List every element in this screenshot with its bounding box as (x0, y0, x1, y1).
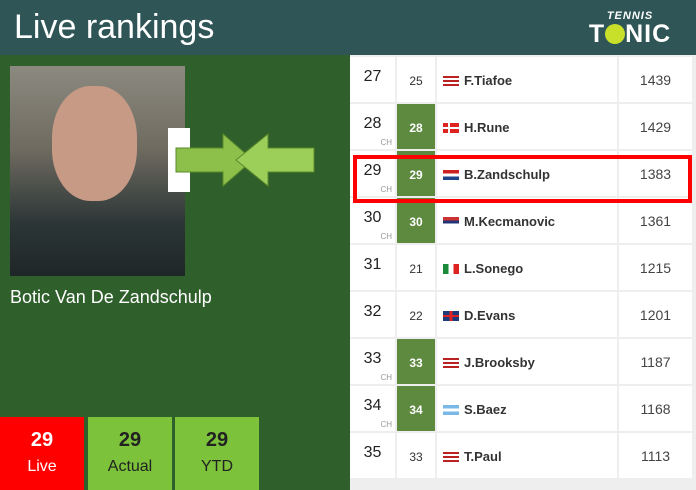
points-cell: 1215 (619, 245, 692, 290)
previous-rank-cell: 21 (397, 245, 435, 290)
points-cell: 1201 (619, 292, 692, 337)
player-cell[interactable]: T.Paul (437, 433, 617, 478)
tennis-ball-icon (605, 24, 626, 44)
netherlands-flag-icon (443, 170, 459, 180)
live-rank-box: 29 Live (0, 417, 84, 490)
live-rank: 34 (363, 397, 382, 414)
player-name[interactable]: T.Paul (464, 449, 502, 464)
points-cell: 1383 (619, 151, 692, 196)
table-row[interactable]: 35 33 T.Paul 1113 (350, 431, 692, 478)
player-cell[interactable]: D.Evans (437, 292, 617, 337)
previous-rank-cell: 25 (397, 57, 435, 102)
player-cell[interactable]: F.Tiafoe (437, 57, 617, 102)
player-cell[interactable]: B.Zandschulp (437, 151, 617, 196)
italy-flag-icon (443, 264, 459, 274)
denmark-flag-icon (443, 123, 459, 133)
previous-rank-cell: 34 (397, 386, 435, 431)
points-cell: 1113 (619, 433, 692, 478)
player-cell[interactable]: S.Baez (437, 386, 617, 431)
live-rank: 30 (363, 209, 382, 226)
player-name[interactable]: J.Brooksby (464, 355, 535, 370)
player-name[interactable]: L.Sonego (464, 261, 524, 276)
previous-rank-cell: 33 (397, 433, 435, 478)
live-rank: 29 (363, 162, 382, 179)
previous-rank-cell: 28 (397, 104, 435, 149)
live-rank-cell: 33 CH (350, 339, 395, 384)
table-row[interactable]: 29 CH 29 B.Zandschulp 1383 (350, 149, 692, 196)
live-rank-cell: 31 (350, 245, 395, 290)
actual-rank: 29 (118, 429, 142, 451)
usa-flag-icon (443, 358, 459, 368)
live-rank: 32 (363, 303, 382, 320)
live-rank: 33 (363, 350, 382, 367)
serbia-flag-icon (443, 217, 459, 227)
career-high-label: CH (380, 420, 392, 429)
ytd-rank: 29 (205, 429, 229, 451)
argentina-flag-icon (443, 405, 459, 415)
header: Live rankings TENNIS T NIC (0, 0, 696, 55)
points-cell: 1439 (619, 57, 692, 102)
player-cell[interactable]: M.Kecmanovic (437, 198, 617, 243)
ytd-rank-box: 29 YTD (175, 417, 259, 490)
live-rank: 35 (363, 444, 382, 461)
previous-rank-cell: 22 (397, 292, 435, 337)
points-cell: 1361 (619, 198, 692, 243)
career-high-label: CH (380, 185, 392, 194)
player-name[interactable]: M.Kecmanovic (464, 214, 556, 229)
table-row[interactable]: 30 CH 30 M.Kecmanovic 1361 (350, 196, 692, 243)
player-name[interactable]: D.Evans (464, 308, 516, 323)
actual-rank-box: 29 Actual (88, 417, 172, 490)
table-row[interactable]: 27 25 F.Tiafoe 1439 (350, 55, 692, 102)
live-rank-cell: 29 CH (350, 151, 395, 196)
player-cell[interactable]: J.Brooksby (437, 339, 617, 384)
table-row[interactable]: 34 CH 34 S.Baez 1168 (350, 384, 692, 431)
table-row[interactable]: 33 CH 33 J.Brooksby 1187 (350, 337, 692, 384)
table-row[interactable]: 28 CH 28 H.Rune 1429 (350, 102, 692, 149)
player-face (52, 86, 137, 201)
page-title: Live rankings (14, 8, 215, 46)
unchanged-arrows-icon (168, 128, 315, 192)
player-name[interactable]: F.Tiafoe (464, 73, 513, 88)
player-cell[interactable]: H.Rune (437, 104, 617, 149)
live-rank-cell: 35 (350, 433, 395, 478)
player-panel: Botic Van De Zandschulp 29 Live 29 Actua… (0, 55, 348, 490)
player-name[interactable]: H.Rune (464, 120, 510, 135)
points-cell: 1187 (619, 339, 692, 384)
live-rank-cell: 34 CH (350, 386, 395, 431)
table-row[interactable]: 31 21 L.Sonego 1215 (350, 243, 692, 290)
career-high-label: CH (380, 373, 392, 382)
player-name[interactable]: S.Baez (464, 402, 507, 417)
live-rank-cell: 30 CH (350, 198, 395, 243)
live-rank: 31 (363, 256, 382, 273)
points-cell: 1168 (619, 386, 692, 431)
tennis-tonic-logo[interactable]: TENNIS T NIC (580, 10, 680, 48)
table-row[interactable]: 32 22 D.Evans 1201 (350, 290, 692, 337)
player-photo (10, 66, 185, 276)
live-rank-cell: 32 (350, 292, 395, 337)
points-cell: 1429 (619, 104, 692, 149)
logo-bottom-text: T NIC (588, 20, 672, 48)
live-rank: 29 (30, 429, 54, 451)
career-high-label: CH (380, 138, 392, 147)
usa-flag-icon (443, 76, 459, 86)
previous-rank-cell: 29 (397, 151, 435, 196)
rankings-table: 27 25 F.Tiafoe 1439 28 CH 28 H.Rune 1429 29… (350, 55, 696, 490)
actual-label: Actual (107, 458, 153, 475)
previous-rank-cell: 30 (397, 198, 435, 243)
usa-flag-icon (443, 452, 459, 462)
live-rank: 27 (363, 68, 382, 85)
live-rank-cell: 27 (350, 57, 395, 102)
uk-flag-icon (443, 311, 459, 321)
player-name[interactable]: B.Zandschulp (464, 167, 550, 182)
career-high-label: CH (380, 232, 392, 241)
live-rank: 28 (363, 115, 382, 132)
previous-rank-cell: 33 (397, 339, 435, 384)
ytd-label: YTD (201, 458, 233, 475)
live-label: Live (27, 458, 57, 475)
logo-top-text: TENNIS (606, 10, 654, 22)
live-rank-cell: 28 CH (350, 104, 395, 149)
player-cell[interactable]: L.Sonego (437, 245, 617, 290)
player-name: Botic Van De Zandschulp (10, 287, 212, 307)
